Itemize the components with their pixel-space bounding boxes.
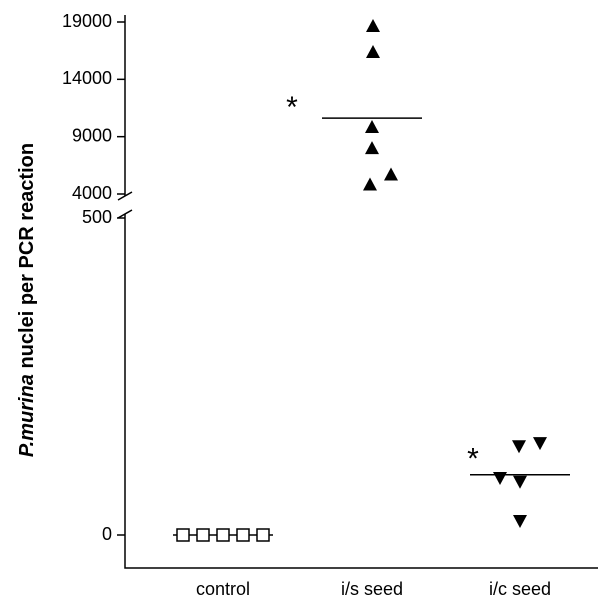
point — [384, 167, 398, 181]
y-tick-label: 500 — [82, 207, 112, 227]
annotation: * — [286, 91, 298, 124]
point — [365, 141, 379, 155]
y-tick-label: 9000 — [72, 125, 112, 145]
point — [513, 515, 527, 529]
axis-break — [117, 191, 133, 219]
point — [513, 475, 527, 489]
y-tick-label: 19000 — [62, 11, 112, 31]
axes — [124, 15, 598, 569]
point — [493, 471, 507, 485]
y-label-text: nuclei per PCR reaction — [16, 143, 38, 369]
x-tick-label: i/c seed — [489, 579, 551, 599]
annotation: * — [467, 443, 479, 476]
point — [512, 440, 526, 454]
point — [363, 177, 377, 191]
y-tick-label: 4000 — [72, 183, 112, 203]
point — [533, 437, 547, 451]
point — [216, 528, 230, 542]
y-tick-label: 0 — [102, 524, 112, 544]
point — [236, 528, 250, 542]
x-tick-label: i/s seed — [341, 579, 403, 599]
point — [196, 528, 210, 542]
point — [365, 120, 379, 134]
point — [176, 528, 190, 542]
point — [366, 45, 380, 59]
y-tick-label: 14000 — [62, 68, 112, 88]
point — [256, 528, 270, 542]
y-axis-label: P.murina nuclei per PCR reaction — [16, 143, 38, 457]
x-tick-label: control — [196, 579, 250, 599]
point — [366, 19, 380, 33]
y-label-italic: P.murina — [16, 374, 38, 457]
